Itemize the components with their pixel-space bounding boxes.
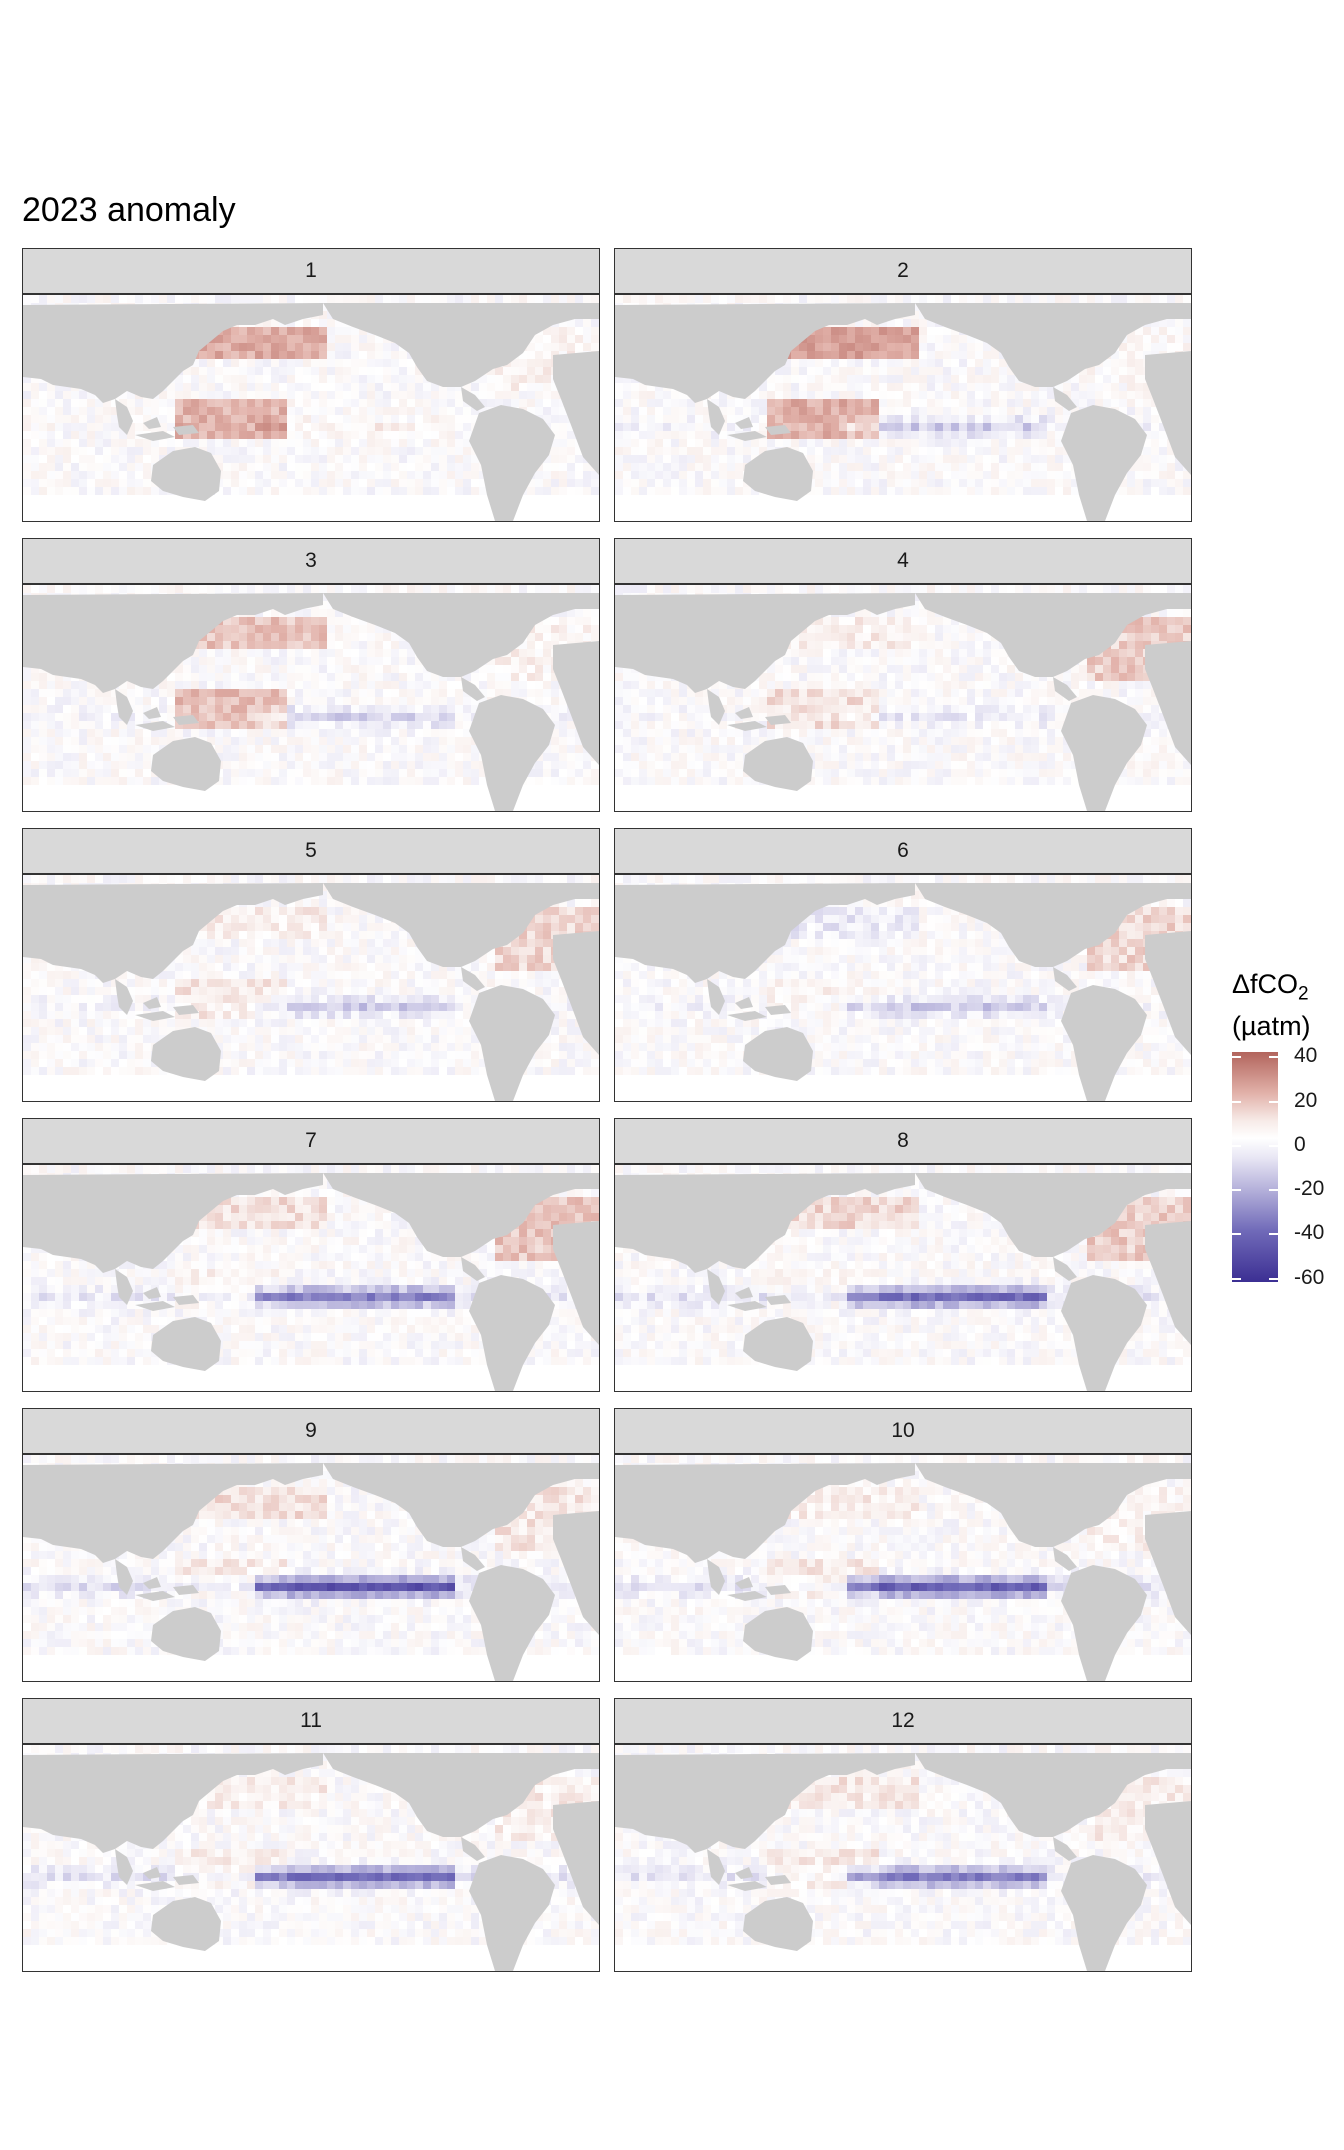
facet-panel: 8: [614, 1118, 1192, 1392]
facet-panel: 11: [22, 1698, 600, 1972]
facet-label: 2: [615, 249, 1191, 293]
anomaly-map: [23, 1165, 599, 1391]
legend-title-subscript: 2: [1298, 983, 1309, 1004]
facet-label: 1: [23, 249, 599, 293]
anomaly-map: [615, 1165, 1191, 1391]
facet-strip: 4: [614, 538, 1192, 585]
legend-tick-label: -40: [1294, 1221, 1324, 1245]
map-area: [22, 874, 600, 1102]
map-area: [614, 1744, 1192, 1972]
facet-strip: 9: [22, 1408, 600, 1455]
legend-title: ΔfCO2 (µatm): [1232, 968, 1311, 1043]
facet-panel: 3: [22, 538, 600, 812]
anomaly-map: [615, 295, 1191, 521]
anomaly-map: [23, 875, 599, 1101]
facet-panel: 4: [614, 538, 1192, 812]
color-legend: ΔfCO2 (µatm) 40 20 0 -20 -40 -60: [1232, 968, 1342, 1308]
anomaly-map: [615, 1455, 1191, 1681]
map-area: [614, 874, 1192, 1102]
facet-panel: 7: [22, 1118, 600, 1392]
anomaly-map: [23, 1455, 599, 1681]
facet-strip: 8: [614, 1118, 1192, 1165]
facet-label: 6: [615, 829, 1191, 873]
facet-panel: 6: [614, 828, 1192, 1102]
legend-title-main: ΔfCO: [1232, 969, 1298, 999]
anomaly-map: [23, 585, 599, 811]
map-area: [22, 584, 600, 812]
facet-label: 10: [615, 1409, 1191, 1453]
map-area: [614, 294, 1192, 522]
map-area: [22, 294, 600, 522]
legend-tick-label: -60: [1294, 1266, 1324, 1290]
figure-title: 2023 anomaly: [22, 190, 236, 230]
anomaly-map: [615, 585, 1191, 811]
map-area: [614, 584, 1192, 812]
anomaly-map: [615, 875, 1191, 1101]
facet-label: 3: [23, 539, 599, 583]
facet-strip: 6: [614, 828, 1192, 875]
facet-label: 9: [23, 1409, 599, 1453]
facet-strip: 1: [22, 248, 600, 295]
legend-title-unit: (µatm): [1232, 1011, 1311, 1041]
legend-tick-label: -20: [1294, 1177, 1324, 1201]
anomaly-map: [23, 1745, 599, 1971]
map-area: [614, 1454, 1192, 1682]
facet-strip: 3: [22, 538, 600, 585]
legend-tick-label: 20: [1294, 1089, 1317, 1113]
facet-strip: 5: [22, 828, 600, 875]
facet-panel: 2: [614, 248, 1192, 522]
map-area: [22, 1164, 600, 1392]
facet-panel: 9: [22, 1408, 600, 1682]
legend-tick-label: 0: [1294, 1133, 1306, 1157]
facet-label: 12: [615, 1699, 1191, 1743]
facet-label: 8: [615, 1119, 1191, 1163]
map-area: [22, 1744, 600, 1972]
facet-label: 11: [23, 1699, 599, 1743]
anomaly-map: [615, 1745, 1191, 1971]
facet-strip: 12: [614, 1698, 1192, 1745]
map-area: [22, 1454, 600, 1682]
colorbar: [1232, 1052, 1278, 1282]
facet-label: 7: [23, 1119, 599, 1163]
facet-strip: 10: [614, 1408, 1192, 1455]
facet-panel: 1: [22, 248, 600, 522]
facet-strip: 2: [614, 248, 1192, 295]
facet-panel: 5: [22, 828, 600, 1102]
facet-strip: 11: [22, 1698, 600, 1745]
facet-label: 5: [23, 829, 599, 873]
map-area: [614, 1164, 1192, 1392]
facet-panel: 12: [614, 1698, 1192, 1972]
legend-tick-label: 40: [1294, 1044, 1317, 1068]
facet-label: 4: [615, 539, 1191, 583]
anomaly-map: [23, 295, 599, 521]
facet-panel: 10: [614, 1408, 1192, 1682]
facet-strip: 7: [22, 1118, 600, 1165]
